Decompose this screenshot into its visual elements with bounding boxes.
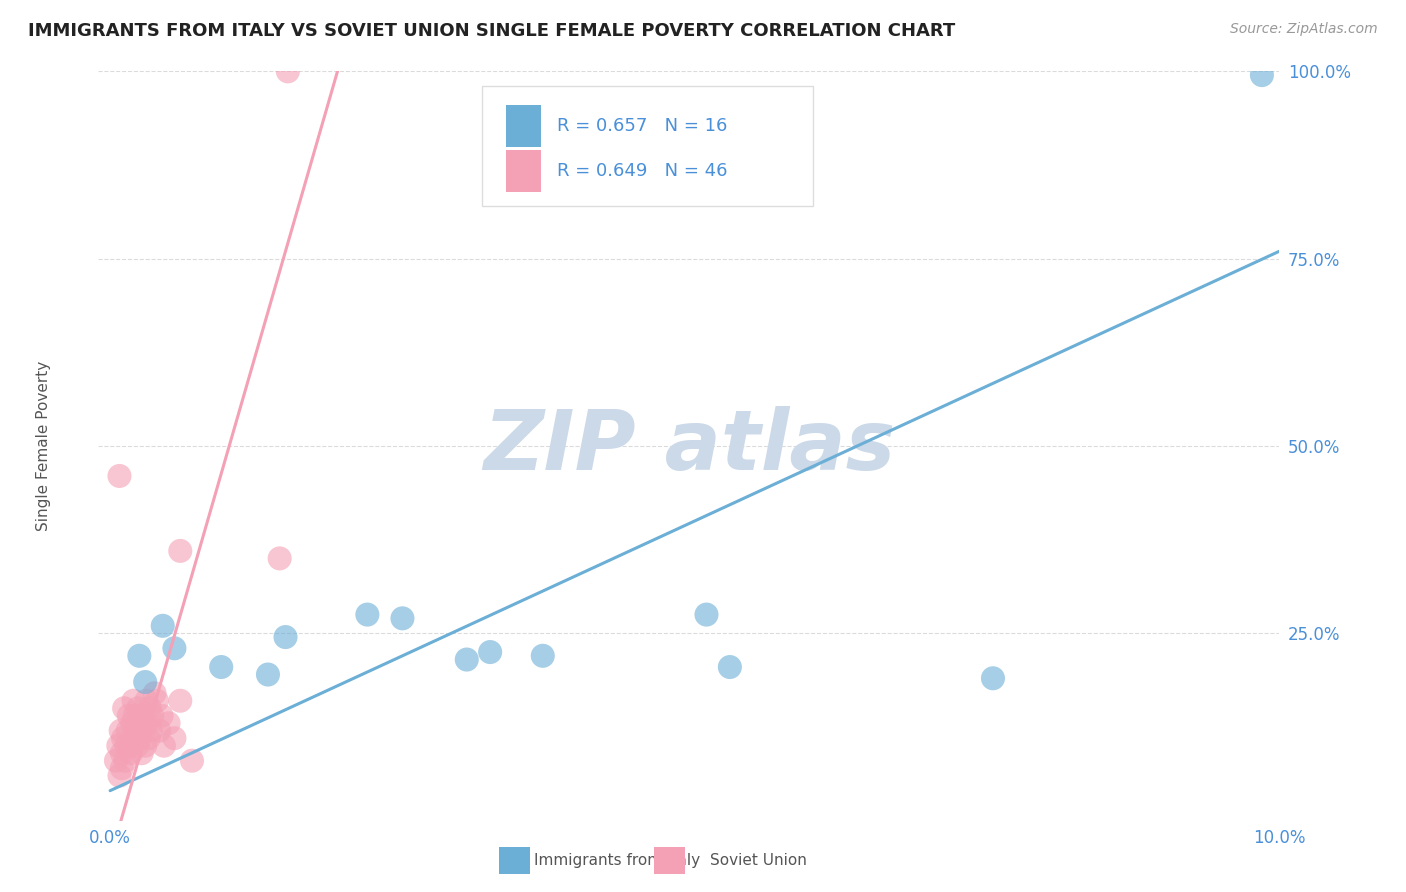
Point xyxy=(274,630,297,644)
Point xyxy=(277,64,299,78)
Point xyxy=(138,731,160,746)
Point xyxy=(108,469,131,483)
Text: ZIP atlas: ZIP atlas xyxy=(482,406,896,486)
Point xyxy=(139,701,162,715)
Point xyxy=(125,723,148,738)
Text: Soviet Union: Soviet Union xyxy=(710,854,807,868)
Point xyxy=(209,660,232,674)
Point xyxy=(121,716,143,731)
Point xyxy=(1251,68,1274,82)
Point xyxy=(134,675,156,690)
Point xyxy=(125,739,148,753)
Point xyxy=(120,746,142,760)
Point xyxy=(148,723,170,738)
Point xyxy=(157,716,180,731)
Point xyxy=(152,619,174,633)
Point xyxy=(981,671,1004,685)
Point xyxy=(124,708,146,723)
Point xyxy=(139,723,162,738)
Point xyxy=(269,551,291,566)
Point xyxy=(112,701,135,715)
FancyBboxPatch shape xyxy=(506,105,541,146)
Point xyxy=(141,708,163,723)
Point xyxy=(356,607,378,622)
Point xyxy=(163,641,186,656)
Point xyxy=(143,686,166,700)
FancyBboxPatch shape xyxy=(482,87,813,206)
Point xyxy=(114,754,136,768)
Point xyxy=(169,694,191,708)
Text: Single Female Poverty: Single Female Poverty xyxy=(37,361,51,531)
Point xyxy=(163,731,186,746)
Point xyxy=(479,645,502,659)
Point xyxy=(391,611,413,625)
Text: Source: ZipAtlas.com: Source: ZipAtlas.com xyxy=(1230,22,1378,37)
Text: R = 0.657   N = 16: R = 0.657 N = 16 xyxy=(557,117,727,135)
Point xyxy=(153,739,176,753)
Point xyxy=(181,754,204,768)
Text: R = 0.649   N = 46: R = 0.649 N = 46 xyxy=(557,162,727,180)
Point xyxy=(695,607,717,622)
Point xyxy=(134,739,156,753)
Point xyxy=(132,723,155,738)
Point xyxy=(132,708,155,723)
Point xyxy=(128,716,150,731)
Point xyxy=(111,746,134,760)
Point xyxy=(129,731,152,746)
Text: IMMIGRANTS FROM ITALY VS SOVIET UNION SINGLE FEMALE POVERTY CORRELATION CHART: IMMIGRANTS FROM ITALY VS SOVIET UNION SI… xyxy=(28,22,955,40)
Point xyxy=(115,739,138,753)
Point xyxy=(110,723,132,738)
Point xyxy=(118,739,141,753)
Point xyxy=(127,701,149,715)
Point xyxy=(122,731,145,746)
Point xyxy=(128,648,150,663)
FancyBboxPatch shape xyxy=(506,151,541,192)
Point xyxy=(111,731,134,746)
Point xyxy=(111,761,134,775)
Point xyxy=(117,723,139,738)
Point xyxy=(456,652,478,666)
Point xyxy=(136,716,159,731)
Point xyxy=(169,544,191,558)
Point xyxy=(135,694,157,708)
Point xyxy=(107,739,129,753)
Point xyxy=(257,667,280,681)
Point xyxy=(104,754,127,768)
Point xyxy=(118,708,141,723)
Point xyxy=(718,660,741,674)
Text: Immigrants from Italy: Immigrants from Italy xyxy=(534,854,700,868)
Point xyxy=(108,769,131,783)
Point xyxy=(150,708,173,723)
Point xyxy=(531,648,554,663)
Point xyxy=(122,694,145,708)
Point xyxy=(146,694,169,708)
Point xyxy=(131,746,153,760)
